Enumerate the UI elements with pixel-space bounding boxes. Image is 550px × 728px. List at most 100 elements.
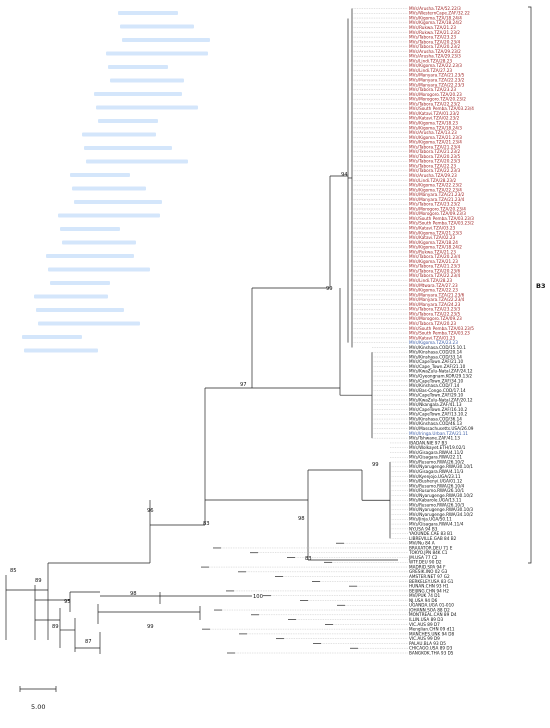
tip-label: MVs/Bushenyi.UGA/01.12 (409, 479, 463, 484)
tip-label: YAOUNDE.CAE 83 B1 (408, 531, 453, 536)
tip-label: MVs/Cape_Town.ZAF/21.10 (409, 364, 466, 369)
tip-label: MVs/Kigoma.TZA/22.23/2 (409, 183, 462, 188)
watermark-line (62, 240, 136, 245)
tip-label: MVs/Gisagara.RWA/4.11/4 (409, 522, 464, 527)
tip-label: MVs/Arusha.TZA/29.23/3 (409, 54, 461, 59)
bootstrap-label: 98 (130, 591, 137, 597)
tip-label: MADRID.SPA 94 F (409, 564, 446, 569)
tip-label: MVs/KwaZulu-Natal.ZAF/24.12 (409, 369, 473, 374)
watermark-line (74, 200, 162, 204)
tip-label: MVs/Jinja.UGA/50.11 (409, 517, 452, 522)
tip-label: MVs/Rukwa.TZA/21.23 (409, 25, 456, 30)
tip-label: MVs/Iringa.Urban.TZA/21.11 (409, 431, 468, 436)
tip-label: MVs/Kigoma.TZA/18.23 (409, 120, 458, 125)
tip-label: MVs/Tabora.TZA/20.23 (409, 321, 456, 326)
tip-label: VIC.AUS 99 D9 (409, 636, 440, 641)
watermark-line (110, 78, 184, 83)
tip-label: JM.USA 77 C2 (408, 555, 438, 560)
tip-label: MVs/Tabora.TZA/21.23/3 (409, 264, 460, 269)
tip-label: VIC.AUS 89 D7 (409, 622, 440, 627)
tip-label: MVs/Manyara.TZA/21.23/4 (409, 197, 465, 202)
tip-label: MVs/Kinshasa.COD/33.14 (409, 354, 462, 359)
tip-label: MVs/Tabora.TZA/22.23/3 (409, 168, 460, 173)
tip-label: MVs/Gisagara.RWA/22.11 (409, 455, 462, 460)
tip-label: MVs/Gisagara.RWA/4.11/3 (409, 469, 464, 474)
watermark-line (72, 186, 146, 191)
tip-label: MVs/Lindi.TZA/28.23 (409, 58, 452, 63)
tip-label: MVs/Lindi.TZA/28.23/2 (409, 178, 456, 183)
tip-label: MVs/CapeTown.ZAF/16.10.2 (409, 407, 467, 412)
tip-label: MVs/South Pemba.TZA/03.23/2 (409, 221, 474, 226)
tip-label: PALAU.BLA 93 D5 (409, 641, 446, 646)
tip-label: MVs/Bas-Congo.COD/17.14 (409, 388, 466, 393)
tip-label: MVs/Kigoma.TZA/18.24/2 (409, 20, 462, 25)
bootstrap-label: 85 (10, 568, 17, 574)
tip-label: MVs/Manyara.TZA/21.23/2 (409, 192, 465, 197)
tip-label: NJ.USA 94 D6 (409, 598, 438, 603)
watermark-line (98, 119, 158, 123)
tip-label: MVs/Kigoma.TZA/23.23 (409, 340, 458, 345)
tip-label: MVs/Arusha.TZA/29.23/2 (409, 49, 461, 54)
tip-label: MVs/Gyeongnam.KOR/29.13/2 (409, 374, 472, 379)
tip-label: MVs/Morogoro.TZA/09.23/3 (409, 211, 466, 216)
tip-label: MVs/Massachusetts.USA/26.09 (409, 426, 474, 431)
watermark-line (122, 38, 210, 42)
tip-label: JOHANN.SOA 88 D2 (408, 607, 450, 612)
bootstrap-label: 83 (203, 521, 210, 527)
tip-label: MVs/Kinshasa.COD/7.14 (409, 383, 460, 388)
tip-label: MVs/KwaZulu-Natal.ZAF/20.12 (409, 397, 473, 402)
clade-label: B3 (536, 282, 545, 290)
tip-label: MVs/Morogoro.TZA/20.23/2 (409, 97, 466, 102)
tip-label: MVs/Rusumo.RWA/26.10/2 (409, 459, 465, 464)
tip-label: MVs/Manyara.TZA/22.23/3 (409, 82, 465, 87)
tip-label: MVs/Manyara.TZA/22.23/2 (409, 78, 465, 83)
bootstrap-label: 87 (85, 639, 92, 645)
tip-label: MVs/Lindi.TZA/28.23 (409, 278, 452, 283)
tip-label: MVs/CapeTown.ZAF/21.10 (409, 359, 463, 364)
tip-label: MVs/Katavi.TZA/03.23 (409, 226, 456, 231)
tip-label: MVs/Kinshasa.COD/15.10.1 (409, 345, 466, 350)
tip-label: MVs/South Pemba.TZA/03.23/5 (409, 326, 474, 331)
watermark-line (108, 65, 168, 69)
tip-label: MVs/Tabora.TZA/22.23/2 (409, 101, 460, 106)
tip-label: MVs/South Pemba.TZA/03.23/3 (409, 216, 474, 221)
tip-label: MVs/Manyara.TZA/22.23/4 (409, 297, 465, 302)
tip-label: MVs/Tabora.TZA/20.23/4 (409, 254, 460, 259)
bootstrap-label: 89 (35, 578, 42, 584)
tip-label: MVs/CapeTown.ZAF/34.10 (409, 378, 463, 383)
tip-label: MVi/PUK 74 D1 (409, 593, 441, 598)
tip-label: MVs/Arusha.TZA/29.23 (409, 173, 457, 178)
tip-label: MVs/Tabora.TZA/22.23/5 (409, 311, 460, 316)
tip-label: BEIJING.CHN 94 H2 (409, 588, 449, 593)
tip-label: MVs/Tabora.TZA/22.23/4 (409, 273, 460, 278)
tip-label: MVs/Rukwa.TZA/21.23 (409, 249, 456, 254)
tip-label: CHICAGO.USA 89 D3 (409, 646, 453, 651)
background-watermark (22, 11, 210, 353)
watermark-line (48, 267, 150, 272)
tip-label: BRAXATOR.DEU 71 E (409, 545, 453, 550)
bootstrap-label: 89 (52, 624, 59, 630)
tip-label: MVs/Morogoro.TZA/20.23/4 (409, 206, 466, 211)
tip-label: UGANDA.UGA 01-010 (409, 603, 454, 608)
tip-label: MVs/Manyara.TZA/21.23/6 (409, 292, 465, 297)
watermark-line (120, 24, 194, 29)
tip-label: MVs/Kigoma.TZA/18.24/4 (409, 15, 462, 20)
bootstrap-values: 94 99 97 83 99 96 98 83 85 89 95 98 100 99 89 87 (10, 172, 379, 645)
tip-label: MVs/Kigoma.TZA/21.23 (409, 259, 458, 264)
tip-label: MVs/Nyarugenge.RWA/30.10/3 (409, 507, 473, 512)
scale-bar: 5.00 (19, 686, 57, 711)
tip-label: MVs/Katavi.TZA/02.23 (409, 235, 456, 240)
watermark-line (24, 348, 98, 353)
tip-label: MVs/Kigoma.TZA/18.24/3 (409, 125, 462, 130)
tip-label: MVs/Rusumo.RWA/26.10/3 (409, 502, 465, 507)
tip-label: MVs/Tabora.TZA/22.23 (409, 163, 456, 168)
bootstrap-label: 99 (326, 286, 333, 292)
bootstrap-label: 99 (147, 624, 154, 630)
watermark-line (50, 281, 110, 285)
tip-label: MVs/Wolkayet.ETH/19.02/1 (409, 445, 466, 450)
watermark-line (84, 146, 172, 150)
tip-label: MVs/Tabora.TZA/20.23/2 (409, 44, 460, 49)
watermark-line (38, 321, 140, 326)
tip-label: BERKELEY.USA 83 G1 (409, 579, 454, 584)
